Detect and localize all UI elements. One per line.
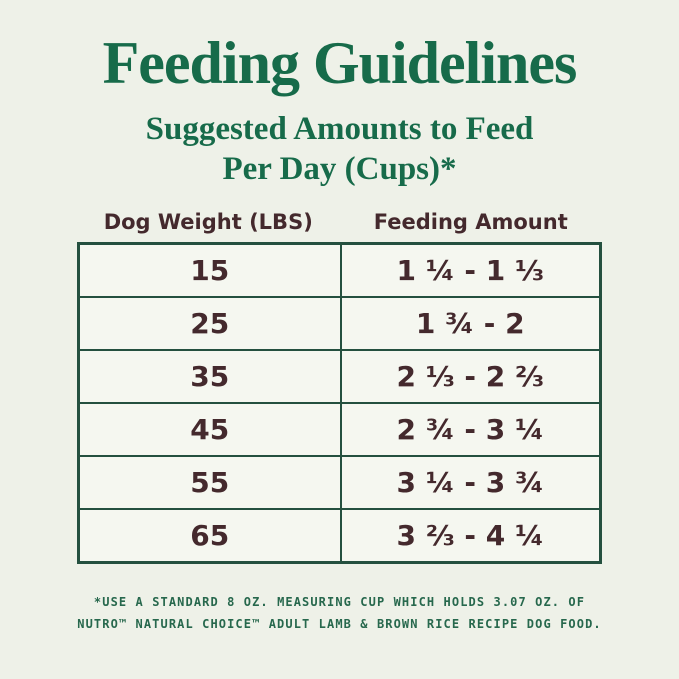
footnote-line-2: NUTRO™ NATURAL CHOICE™ ADULT LAMB & BROW… [77,616,602,631]
dog-weight-value: 55 [190,465,230,499]
feeding-amount-value: 1 ¾ - 2 [339,297,600,349]
page-title: Feeding Guidelines [102,30,578,96]
table-row: 35 2 ⅓ - 2 ⅔ [80,348,600,402]
footnote-line-1: *USE A STANDARD 8 OZ. MEASURING CUP WHIC… [93,594,586,609]
subtitle-line-2: Per Day (Cups)* [222,151,457,188]
dog-weight-value: 15 [190,253,230,287]
column-header-dog-weight: Dog Weight (LBS) [103,209,313,234]
measuring-cup-footnote: *USE A STANDARD 8 OZ. MEASURING CUP WHIC… [0,591,679,635]
dog-weight-value: 25 [190,306,230,340]
feeding-amount-value: 3 ¼ - 3 ¾ [339,456,600,508]
feeding-amount-value: 2 ¾ - 3 ¼ [339,403,600,455]
table-row: 45 2 ¾ - 3 ¼ [80,401,600,455]
table-row: 65 3 ⅔ - 4 ¼ [80,507,600,561]
dog-weight-value: 45 [190,412,230,446]
dog-weight-value: 35 [190,359,230,393]
column-header-feeding-amount: Feeding Amount [373,209,568,234]
table-row: 15 1 ¼ - 1 ⅓ [80,244,600,296]
table-row: 55 3 ¼ - 3 ¾ [80,454,600,508]
feeding-amount-value: 3 ⅔ - 4 ¼ [339,509,600,561]
feeding-table: 15 1 ¼ - 1 ⅓ 25 1 ¾ - 2 35 2 ⅓ - 2 ⅔ 45 … [77,241,602,564]
table-row: 25 1 ¾ - 2 [80,295,600,349]
dog-weight-value: 65 [190,518,230,552]
feeding-amount-value: 1 ¼ - 1 ⅓ [339,244,600,296]
table-column-headers: Dog Weight (LBS) Feeding Amount [77,210,602,234]
subtitle-line-1: Suggested Amounts to Feed [145,111,534,148]
page-subtitle: Suggested Amounts to Feed Per Day (Cups)… [0,109,679,190]
feeding-amount-value: 2 ⅓ - 2 ⅔ [339,350,600,402]
